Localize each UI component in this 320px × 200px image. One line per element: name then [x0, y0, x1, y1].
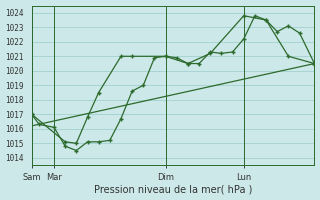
X-axis label: Pression niveau de la mer( hPa ): Pression niveau de la mer( hPa ) [94, 184, 252, 194]
